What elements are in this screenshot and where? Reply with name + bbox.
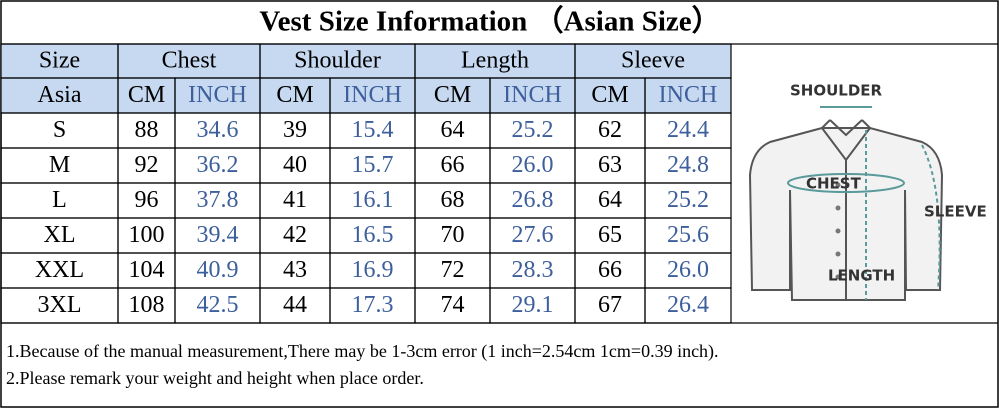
- cell-text: 24.8: [667, 152, 709, 178]
- cell-text: 25.2: [512, 117, 554, 143]
- cell-text: S: [53, 117, 66, 143]
- cell-text: L: [52, 187, 67, 213]
- cell-text: 100: [129, 222, 165, 248]
- note: 2.Please remark your weight and height w…: [6, 368, 424, 388]
- table: Size Chest Shoulder Length Sleeve Asia CM INCH C…: [0, 43, 998, 324]
- cell-text: 34.6: [197, 117, 239, 143]
- cell-text: 44: [283, 292, 307, 318]
- cell-text: 62: [598, 117, 622, 143]
- cell-text: 26.4: [667, 292, 709, 318]
- subheader-text: CM: [276, 82, 313, 108]
- subheader-text: INCH: [503, 82, 562, 108]
- cell-text: 68: [441, 187, 465, 213]
- header-text: Shoulder: [294, 48, 381, 74]
- cell-text: 37.8: [197, 187, 239, 213]
- cell-text: 88: [135, 117, 159, 143]
- cell-text: 27.6: [512, 222, 554, 248]
- cell-text: 65: [598, 222, 622, 248]
- title: Vest Size Information （Asian Size）: [259, 5, 720, 38]
- cell-text: XXL: [35, 257, 84, 283]
- cell-text: 26.8: [512, 187, 554, 213]
- cell-text: 3XL: [38, 292, 82, 318]
- diagram-label: CHEST: [806, 175, 862, 193]
- diagram-label: SHOULDER: [790, 82, 883, 100]
- cell-text: 66: [598, 257, 622, 283]
- subheader-text: INCH: [659, 82, 718, 108]
- cell-text: 39.4: [197, 222, 239, 248]
- cell-text: 92: [135, 152, 159, 178]
- subheader-text: CM: [591, 82, 628, 108]
- cell-text: 96: [135, 187, 159, 213]
- cell-text: 16.5: [352, 222, 394, 248]
- cell-text: 108: [129, 292, 165, 318]
- cell-text: 16.1: [352, 187, 394, 213]
- cell-text: 36.2: [197, 152, 239, 178]
- cell-text: 15.7: [352, 152, 394, 178]
- cell-text: 70: [441, 222, 465, 248]
- header-text: Length: [461, 48, 529, 74]
- cell-text: 67: [598, 292, 622, 318]
- header-text: Size: [39, 48, 80, 74]
- cell-text: 72: [441, 257, 465, 283]
- cell-text: 40: [283, 152, 307, 178]
- cell-text: M: [49, 152, 70, 178]
- subheader-text: INCH: [188, 82, 247, 108]
- cell-text: 24.4: [667, 117, 709, 143]
- cell-text: 104: [129, 257, 165, 283]
- cell-text: 28.3: [512, 257, 554, 283]
- cell-text: 26.0: [667, 257, 709, 283]
- subheader-text: CM: [128, 82, 165, 108]
- cell-text: 74: [441, 292, 465, 318]
- diagram-label: SLEEVE: [924, 203, 987, 221]
- cell-text: 40.9: [197, 257, 239, 283]
- diagram-label: LENGTH: [828, 267, 895, 285]
- cell-text: 66: [441, 152, 465, 178]
- shirt-diagram: [748, 106, 944, 301]
- header-text: Sleeve: [621, 48, 685, 74]
- subheader-text: Asia: [38, 82, 82, 108]
- cell-text: 42: [283, 222, 307, 248]
- cell-text: 64: [598, 187, 622, 213]
- cell-text: 43: [283, 257, 307, 283]
- cell-text: 25.2: [667, 187, 709, 213]
- cell-text: 41: [283, 187, 307, 213]
- cell-text: 64: [441, 117, 465, 143]
- subheader-text: INCH: [343, 82, 402, 108]
- cell-text: 17.3: [352, 292, 394, 318]
- cell-text: 16.9: [352, 257, 394, 283]
- subheader-text: CM: [434, 82, 471, 108]
- cell-text: 26.0: [512, 152, 554, 178]
- cell-text: 15.4: [352, 117, 394, 143]
- header-text: Chest: [162, 48, 217, 74]
- cell-text: 39: [283, 117, 307, 143]
- cell-text: 42.5: [197, 292, 239, 318]
- cell-text: 25.6: [667, 222, 709, 248]
- cell-text: 63: [598, 152, 622, 178]
- cell-text: 29.1: [512, 292, 554, 318]
- cell-text: XL: [44, 222, 76, 248]
- note: 1.Because of the manual measurement,Ther…: [6, 341, 719, 362]
